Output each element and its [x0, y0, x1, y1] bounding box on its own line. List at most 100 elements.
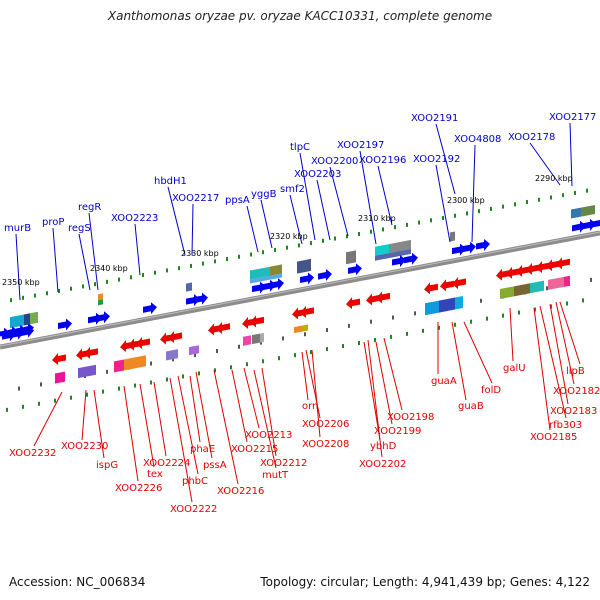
feature-box [124, 355, 146, 371]
gene-label-ppsA[interactable]: ppsA [225, 195, 250, 206]
tick-mark [154, 270, 156, 275]
tick-mark [250, 252, 252, 257]
gene-label-XOO2197[interactable]: XOO2197 [337, 140, 384, 151]
gene-label-mutT[interactable]: mutT [262, 470, 289, 481]
feature-box [439, 297, 455, 313]
tick-mark [538, 197, 540, 202]
gene-label-XOO2230[interactable]: XOO2230 [61, 441, 108, 452]
feature-box [530, 280, 544, 294]
gene-label-proP[interactable]: proP [42, 217, 64, 228]
gene-label-XOO2177[interactable]: XOO2177 [549, 112, 596, 123]
gene-label-guaA[interactable]: guaA [431, 376, 457, 387]
gene-label-XOO2206[interactable]: XOO2206 [302, 419, 349, 430]
gene-label-XOO2216[interactable]: XOO2216 [217, 486, 264, 497]
tick-mark [22, 404, 24, 409]
gene-label-XOO2226[interactable]: XOO2226 [115, 483, 162, 494]
scale-label: 2350 kbp [2, 278, 40, 287]
leader-line [316, 179, 331, 241]
reverse-gene-arrow [536, 261, 550, 274]
gene-label-ybhD[interactable]: ybhD [370, 441, 397, 452]
tick-mark [414, 311, 416, 316]
gene-label-guaB[interactable]: guaB [458, 401, 484, 412]
gene-label-XOO2213[interactable]: XOO2213 [245, 430, 292, 441]
tick-mark [286, 245, 288, 250]
gene-label-XOO2215[interactable]: XOO2215 [231, 444, 278, 455]
gene-label-galU[interactable]: galU [503, 363, 526, 374]
feature-box [78, 364, 96, 379]
feature-box [514, 283, 530, 297]
gene-label-regS[interactable]: regS [68, 223, 91, 234]
gene-label-XOO2199[interactable]: XOO2199 [374, 426, 421, 437]
gene-label-lipB[interactable]: lipB [566, 366, 585, 377]
gene-label-phaE[interactable]: phaE [190, 444, 215, 455]
reverse-gene-arrow [546, 259, 560, 272]
gene-label-XOO2192[interactable]: XOO2192 [413, 154, 460, 165]
tick-mark [246, 362, 248, 367]
gene-label-XOO2232[interactable]: XOO2232 [9, 448, 56, 459]
tick-mark [390, 334, 392, 339]
gene-label-tex[interactable]: tex [147, 469, 163, 480]
reverse-gene-arrow [516, 264, 530, 277]
tick-mark [38, 401, 40, 406]
tick-mark [298, 243, 300, 248]
gene-label-XOO2223[interactable]: XOO2223 [111, 213, 158, 224]
gene-label-hbdH1[interactable]: hbdH1 [154, 176, 187, 187]
gene-label-XOO2185[interactable]: XOO2185 [530, 432, 577, 443]
gene-label-smf2[interactable]: smf2 [280, 184, 305, 195]
forward-gene-arrow [476, 239, 490, 252]
gene-label-XOO2198[interactable]: XOO2198 [387, 412, 434, 423]
gene-label-XOO2208[interactable]: XOO2208 [302, 439, 349, 450]
tick-mark [94, 282, 96, 287]
gene-label-tlpC[interactable]: tlpC [290, 142, 310, 153]
tick-mark [150, 361, 152, 366]
gene-label-XOO2202[interactable]: XOO2202 [359, 459, 406, 470]
feature-box [297, 258, 311, 274]
tick-mark [342, 344, 344, 349]
gene-label-XOO2212[interactable]: XOO2212 [260, 458, 307, 469]
tick-mark [334, 236, 336, 241]
gene-label-XOO4808[interactable]: XOO4808 [454, 134, 501, 145]
tick-mark [214, 259, 216, 264]
scale-label: 2320 kbp [270, 232, 308, 241]
forward-gene-arrow [592, 217, 600, 229]
scale-label: 2330 kbp [181, 249, 219, 258]
gene-label-XOO2200[interactable]: XOO2200 [311, 156, 358, 167]
feature-box [302, 324, 308, 332]
gene-label-yggB[interactable]: yggB [251, 189, 277, 200]
tick-mark [130, 275, 132, 280]
gene-label-XOO2224[interactable]: XOO2224 [143, 458, 190, 469]
forward-gene-arrow [8, 326, 18, 338]
gene-label-XOO2203[interactable]: XOO2203 [294, 169, 341, 180]
gene-label-murB[interactable]: murB [4, 223, 31, 234]
gene-label-XOO2183[interactable]: XOO2183 [550, 406, 597, 417]
gene-label-regR[interactable]: regR [78, 202, 101, 213]
leader-line [260, 199, 273, 249]
gene-label-rfb303[interactable]: rfb303 [549, 420, 582, 431]
gene-label-XOO2196[interactable]: XOO2196 [359, 155, 406, 166]
accession-text: Accession: NC_006834 [9, 575, 146, 589]
tick-mark [260, 340, 262, 345]
gene-label-XOO2182[interactable]: XOO2182 [553, 386, 600, 397]
gene-label-XOO2191[interactable]: XOO2191 [411, 113, 458, 124]
leader-line [93, 389, 105, 459]
gene-label-pssA[interactable]: pssA [203, 460, 227, 471]
tick-marks [6, 188, 592, 412]
leader-line [134, 223, 141, 276]
gene-label-ispG[interactable]: ispG [96, 460, 118, 471]
gene-label-XOO2217[interactable]: XOO2217 [172, 193, 219, 204]
gene-label-XOO2178[interactable]: XOO2178 [508, 132, 555, 143]
reverse-gene-arrow [440, 279, 454, 292]
reverse-gene-arrow [376, 291, 390, 304]
gene-label-orn[interactable]: orn [302, 401, 318, 412]
label-leader-lines [15, 122, 581, 503]
gene-label-XOO2222[interactable]: XOO2222 [170, 504, 217, 515]
tick-mark [358, 231, 360, 236]
tick-mark [106, 369, 108, 374]
gene-label-phbC[interactable]: phbC [182, 476, 208, 487]
leader-line [311, 349, 321, 438]
leader-line [167, 186, 186, 256]
tick-mark [526, 200, 528, 205]
gene-label-folD[interactable]: folD [481, 385, 501, 396]
tick-mark [134, 383, 136, 388]
tick-mark [590, 277, 592, 282]
